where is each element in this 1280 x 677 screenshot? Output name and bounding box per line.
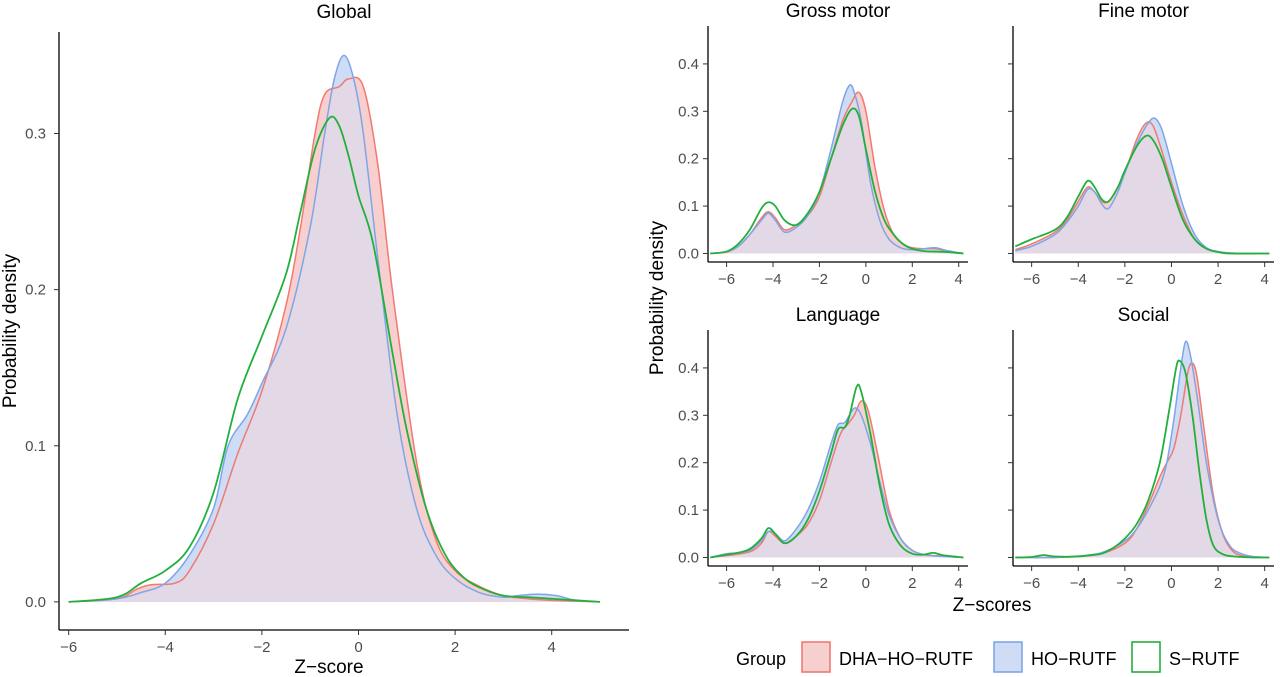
panel-title: Gross motor: [786, 1, 891, 22]
x-tick-label: 0: [862, 271, 870, 288]
x-tick-label: 4: [955, 575, 963, 592]
x-tick-label: −6: [718, 271, 735, 288]
panel-social: Social −6 −4 −2 0 2 4: [1008, 305, 1274, 592]
x-tick-label: 2: [908, 575, 916, 592]
density-line-s-rutf: [1015, 359, 1270, 559]
plot-area: [1015, 340, 1270, 559]
y-tick-label: 0.0: [678, 549, 699, 566]
panel-title: Social: [1118, 305, 1170, 326]
legend-label-dha-ho-rutf: DHA−HO−RUTF: [839, 649, 973, 669]
x-tick-label: −4: [1070, 271, 1087, 288]
x-tick-label: 0: [354, 639, 362, 656]
legend-label-s-rutf: S−RUTF: [1169, 649, 1240, 669]
x-tick-label: 0: [862, 575, 870, 592]
y-axis-title: Probability density: [0, 253, 21, 408]
x-tick-label: −4: [157, 639, 174, 656]
legend-item-dha-ho-rutf: DHA−HO−RUTF: [801, 641, 973, 673]
x-tick-label: −4: [764, 271, 781, 288]
x-tick-label: 0: [1167, 271, 1175, 288]
y-tick-label: 0.3: [678, 103, 699, 120]
density-overlap-area: [710, 98, 964, 254]
density-line-s-rutf: [710, 383, 964, 559]
x-tick-label: −2: [811, 575, 828, 592]
x-tick-label: −4: [1070, 575, 1087, 592]
density-line-s-rutf: [1014, 134, 1270, 255]
x-tick-label: −2: [1116, 575, 1133, 592]
y-tick-label: 0.2: [25, 282, 46, 299]
plot-area: [710, 383, 964, 559]
x-tick-label: −2: [253, 639, 270, 656]
legend-key-ho-rutf: [993, 641, 1023, 673]
x-tick-label: 2: [1214, 575, 1222, 592]
y-tick-label: 0.0: [25, 594, 46, 611]
y-tick-label: 0.3: [25, 125, 46, 142]
density-line-ho-rutf: [68, 54, 601, 603]
legend-item-ho-rutf: HO−RUTF: [993, 641, 1117, 673]
x-tick-label: −2: [811, 271, 828, 288]
x-axis-title: Z−score: [294, 657, 363, 677]
density-line-s-rutf: [68, 115, 601, 603]
x-tick-label: −4: [764, 575, 781, 592]
panel-title: Language: [796, 305, 881, 326]
y-tick-label: 0.1: [678, 502, 699, 519]
x-tick-label: −6: [60, 639, 77, 656]
legend-label-ho-rutf: HO−RUTF: [1031, 649, 1117, 669]
x-tick-label: 2: [451, 639, 459, 656]
shared-y-axis-title: Probability density: [647, 220, 668, 375]
y-tick-label: 0.3: [678, 407, 699, 424]
panel-fine-motor: Fine motor −6 −4 −2 0 2 4: [1008, 1, 1274, 288]
panel-title: Fine motor: [1098, 1, 1189, 22]
x-tick-label: −6: [1023, 575, 1040, 592]
legend: Group DHA−HO−RUTF HO−RUTF S−RUTF: [736, 641, 1240, 673]
density-line-ho-rutf: [1015, 340, 1270, 559]
panel-language: Language −6 −4 −2 0 2 4 0.0 0.1 0.2 0.3 0.4: [678, 305, 968, 592]
x-tick-label: 2: [1214, 271, 1222, 288]
plot-area: [710, 84, 964, 255]
y-tick-label: 0.1: [678, 198, 699, 215]
x-tick-label: 4: [1261, 575, 1269, 592]
x-tick-label: −6: [718, 575, 735, 592]
density-line-ho-rutf: [710, 407, 964, 559]
y-tick-label: 0.2: [678, 455, 699, 472]
legend-item-s-rutf: S−RUTF: [1131, 641, 1240, 673]
x-tick-label: 4: [955, 271, 963, 288]
density-overlap-area: [1015, 364, 1270, 558]
panel-global: Global −6 −4 −2 0 2 4 0.0 0.1 0.2 0.3 Z−score Probab…: [0, 2, 629, 677]
plot-area: [68, 54, 601, 603]
density-overlap-area: [68, 79, 601, 602]
y-tick-label: 0.4: [678, 360, 699, 377]
density-overlap-area: [710, 411, 964, 558]
x-tick-label: −2: [1116, 271, 1133, 288]
x-tick-label: −6: [1023, 271, 1040, 288]
panel-title: Global: [317, 2, 372, 23]
y-tick-label: 0.1: [25, 438, 46, 455]
x-tick-label: 2: [908, 271, 916, 288]
y-tick-label: 0.2: [678, 151, 699, 168]
legend-key-s-rutf: [1131, 641, 1161, 673]
density-line-ho-rutf: [710, 84, 964, 255]
x-tick-label: 4: [548, 639, 556, 656]
density-overlap-area: [1015, 124, 1270, 254]
panel-gross-motor: Gross motor −6 −4 −2 0 2 4 0.0 0.1 0.2 0.3 0.4: [678, 1, 968, 288]
legend-title: Group: [736, 649, 786, 669]
shared-x-axis-title: Z−scores: [953, 595, 1032, 616]
y-tick-label: 0.4: [678, 56, 699, 73]
x-tick-label: 0: [1167, 575, 1175, 592]
legend-key-dha-ho-rutf: [801, 641, 831, 673]
y-tick-label: 0.0: [678, 245, 699, 262]
plot-area: [1014, 117, 1270, 255]
density-line-s-rutf: [710, 107, 964, 255]
x-tick-label: 4: [1261, 271, 1269, 288]
